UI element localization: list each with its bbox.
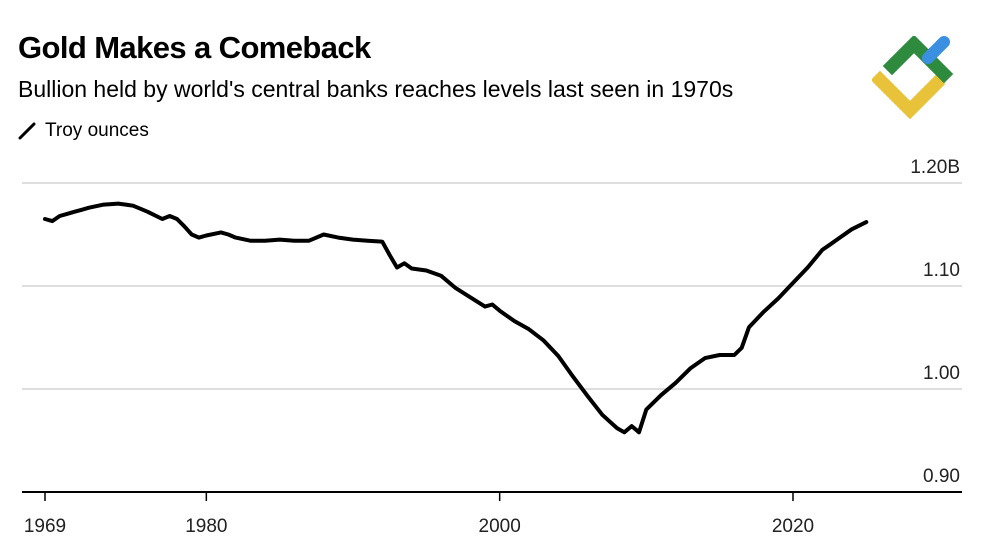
x-tick-label: 1969	[24, 516, 66, 537]
y-tick-label: 1.20B	[910, 157, 960, 178]
legend: Troy ounces	[18, 120, 149, 142]
x-tick-label: 2020	[772, 516, 814, 537]
logo-yellow-stroke	[872, 70, 946, 120]
x-tick-label: 2000	[479, 516, 521, 537]
legend-line-icon	[18, 122, 36, 140]
brand-logo-icon	[872, 36, 954, 120]
y-tick-label: 0.90	[923, 466, 960, 487]
y-tick-label: 1.10	[923, 260, 960, 281]
chart-subtitle: Bullion held by world's central banks re…	[18, 76, 734, 102]
x-tick-label: 1980	[185, 516, 227, 537]
logo-blue-stroke	[922, 36, 950, 64]
series-line	[43, 201, 869, 435]
y-tick-label: 1.00	[923, 363, 960, 384]
logo-green-stroke	[882, 36, 954, 84]
chart-title: Gold Makes a Comeback	[18, 30, 371, 65]
legend-label: Troy ounces	[45, 120, 149, 141]
